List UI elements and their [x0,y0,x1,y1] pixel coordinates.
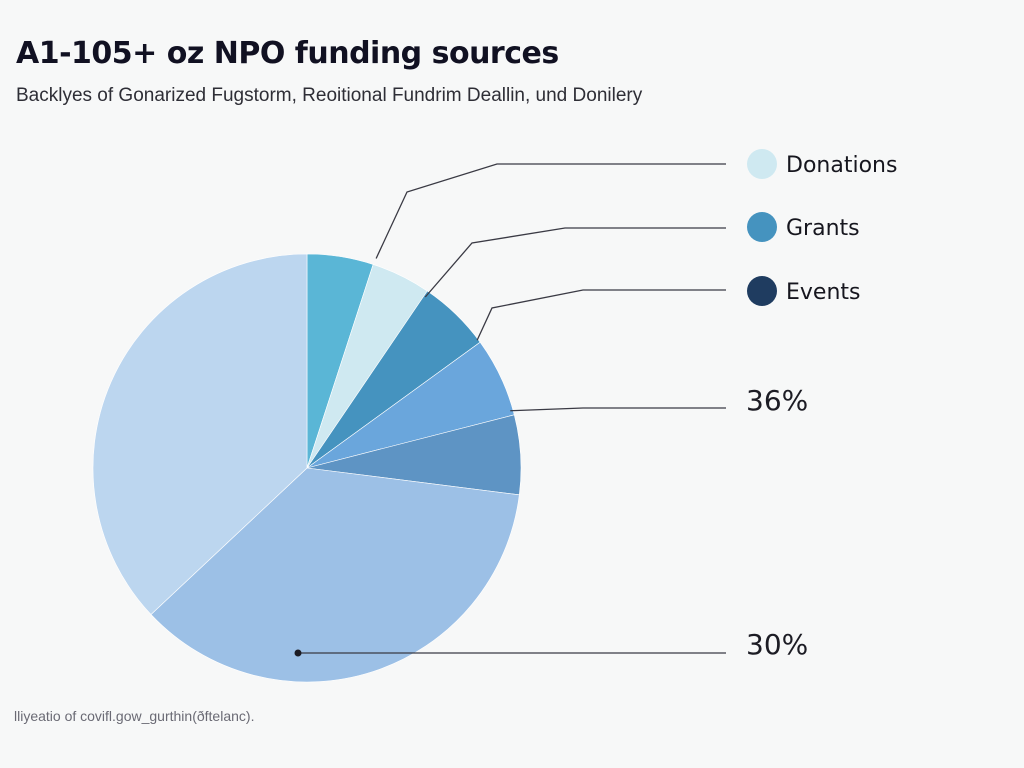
leader-line-4 [510,407,726,412]
leader-dot [294,649,302,657]
pie-slice-7 [92,253,308,615]
leader-lines [294,163,726,657]
legend-label-1: Donations [786,153,897,178]
legend-swatch-1 [747,149,777,179]
pie-slices [92,253,522,683]
legend-swatch-2 [747,212,777,242]
value-labels: 36% 30% [746,384,808,661]
value-label-2: 30% [746,628,808,661]
footnote: lliyeatio of covifl.gow_gurthin(ðftelanc… [14,708,255,724]
value-label-1: 36% [746,384,808,417]
pie-slice-6 [150,467,520,683]
legend-swatch-3 [747,276,777,306]
leader-line-2 [424,227,726,298]
legend-label-3: Events [786,280,861,305]
legend: Donations Grants Events [747,149,897,306]
chart-subtitle: Backlyes of Gonarized Fugstorm, Reoition… [16,85,643,106]
leader-line-1 [375,163,726,259]
leader-line-3 [476,289,726,341]
legend-label-2: Grants [786,216,860,241]
chart-title: A1-105+ oz NPO funding sources [16,36,559,71]
